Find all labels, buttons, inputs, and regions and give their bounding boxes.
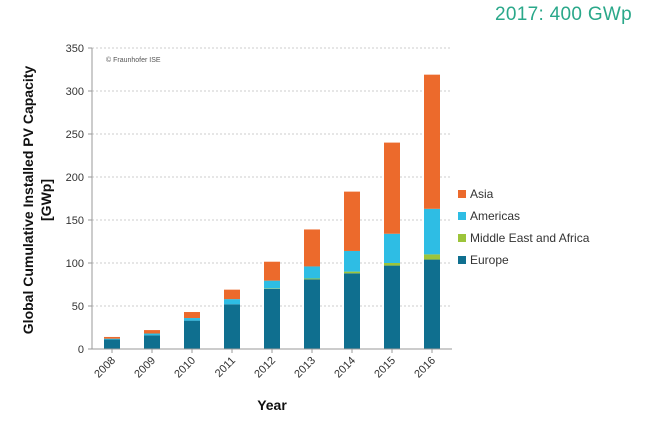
legend-label: Asia <box>470 187 494 201</box>
legend-swatch <box>458 234 466 242</box>
x-tick-label: 2016 <box>412 355 438 381</box>
bar-segment-americas-2014 <box>344 250 360 272</box>
bar-segment-americas-2015 <box>384 233 400 263</box>
legend-swatch <box>458 190 466 198</box>
x-tick-label: 2013 <box>292 355 318 381</box>
bar-segment-asia-2009 <box>144 330 160 334</box>
legend-swatch <box>458 212 466 220</box>
bar-segment-asia-2011 <box>224 289 240 300</box>
bar-segment-europe-2010 <box>184 320 200 349</box>
bar-segment-americas-2012 <box>264 280 280 289</box>
x-tick-label: 2010 <box>172 355 198 381</box>
bar-segment-asia-2015 <box>384 142 400 234</box>
bar-segment-asia-2010 <box>184 312 200 319</box>
legend-label: Americas <box>470 209 520 223</box>
bar-segment-americas-2016 <box>424 208 440 255</box>
bar-segment-europe-2014 <box>344 273 360 349</box>
bar-segment-asia-2013 <box>304 229 320 267</box>
bar-segment-americas-2011 <box>224 299 240 305</box>
bar-segment-europe-2009 <box>144 335 160 349</box>
y-tick-label: 200 <box>66 172 84 184</box>
bar-segment-asia-2016 <box>424 74 440 209</box>
bar-segment-europe-2013 <box>304 279 320 349</box>
y-tick-label: 300 <box>66 86 84 98</box>
y-axis-title-line1: Global Cumulative Installed PV Capacity <box>20 66 36 335</box>
bar-segment-middle-east-and-africa-2014 <box>344 271 360 274</box>
bar-segment-middle-east-and-africa-2013 <box>304 278 320 280</box>
x-tick-label: 2011 <box>213 355 238 380</box>
y-tick-label: 350 <box>66 43 84 55</box>
bar-segment-middle-east-and-africa-2015 <box>384 263 400 266</box>
y-tick-label: 250 <box>66 129 84 141</box>
x-axis-title: Year <box>257 397 287 413</box>
bar-segment-americas-2009 <box>144 333 160 336</box>
y-tick-label: 100 <box>66 258 84 270</box>
x-tick-label: 2015 <box>372 355 398 381</box>
bar-segment-europe-2008 <box>104 339 120 349</box>
x-tick-label: 2008 <box>92 355 118 381</box>
legend-label: Middle East and Africa <box>470 231 590 245</box>
bar-segment-europe-2011 <box>224 304 240 349</box>
legend-swatch <box>458 256 466 264</box>
y-axis-title-line2: [GWp] <box>38 179 54 221</box>
headline: 2017: 400 GWp <box>495 4 632 25</box>
bar-segment-asia-2012 <box>264 261 280 281</box>
legend-label: Europe <box>470 253 509 267</box>
bar-segment-europe-2012 <box>264 288 280 349</box>
bar-segment-asia-2014 <box>344 191 360 251</box>
bar-segment-middle-east-and-africa-2016 <box>424 254 440 260</box>
y-tick-label: 50 <box>72 301 84 313</box>
x-tick-label: 2012 <box>252 355 278 381</box>
bars <box>104 74 440 349</box>
bar-segment-americas-2013 <box>304 266 320 279</box>
y-ticks: 0 50 100 150 200 250 300 350 <box>66 43 92 356</box>
bar-segment-europe-2016 <box>424 259 440 349</box>
credit-text: © Fraunhofer ISE <box>106 56 161 64</box>
y-tick-label: 0 <box>78 344 84 356</box>
bar-segment-americas-2008 <box>104 338 120 340</box>
bar-segment-europe-2015 <box>384 265 400 349</box>
y-tick-label: 150 <box>66 215 84 227</box>
bar-segment-asia-2008 <box>104 336 120 339</box>
x-tick-label: 2009 <box>132 355 158 381</box>
x-ticks: 2008 2009 2010 2011 2012 2013 2014 2015 2016 <box>92 349 438 380</box>
bar-segment-americas-2010 <box>184 318 200 321</box>
x-tick-label: 2014 <box>332 355 358 381</box>
legend: Asia Americas Middle East and Africa Europe <box>458 187 590 267</box>
